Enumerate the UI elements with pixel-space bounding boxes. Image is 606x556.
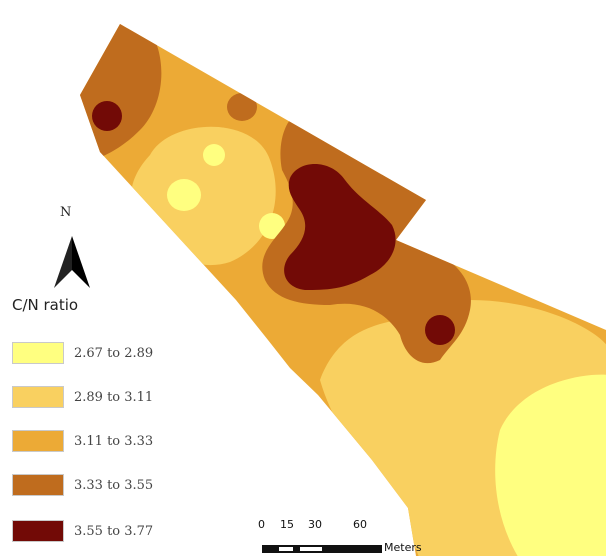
legend-item-5: 3.55 to 3.77 (12, 520, 153, 542)
legend-item-1: 2.67 to 2.89 (12, 342, 153, 364)
scale-tick-15: 15 (280, 518, 294, 531)
zone-class-4-spot (227, 93, 257, 121)
north-arrow-icon (54, 236, 90, 288)
legend-label-3: 3.11 to 3.33 (74, 433, 154, 449)
zone-class-1-spot-b (203, 144, 225, 166)
zone-class-1-southeast (495, 374, 606, 556)
legend-label-4: 3.33 to 3.55 (74, 477, 154, 493)
north-label: N (60, 205, 72, 220)
zone-class-1-spot-c (259, 213, 285, 239)
legend-label-5: 3.55 to 3.77 (74, 523, 154, 539)
legend-label-1: 2.67 to 2.89 (74, 345, 154, 361)
legend-swatch-2 (12, 386, 64, 408)
legend-item-2: 2.89 to 3.11 (12, 386, 153, 408)
legend-swatch-4 (12, 474, 64, 496)
zone-class-1-spot-a (167, 179, 201, 211)
legend-label-2: 2.89 to 3.11 (74, 389, 154, 405)
legend-title: C/N ratio (12, 296, 79, 314)
scale-tick-60: 60 (353, 518, 367, 531)
scale-tick-30: 30 (308, 518, 322, 531)
legend-swatch-3 (12, 430, 64, 452)
scale-bar (262, 545, 382, 553)
zone-class-5-central (284, 164, 396, 290)
legend-swatch-1 (12, 342, 64, 364)
legend-item-4: 3.33 to 3.55 (12, 474, 153, 496)
legend-item-3: 3.11 to 3.33 (12, 430, 153, 452)
scale-tick-0: 0 (258, 518, 265, 531)
zone-class-5-east-spot (425, 315, 455, 345)
scale-unit: Meters (384, 541, 422, 554)
legend-swatch-5 (12, 520, 64, 542)
zone-class-5-northwest-spot (92, 101, 122, 131)
